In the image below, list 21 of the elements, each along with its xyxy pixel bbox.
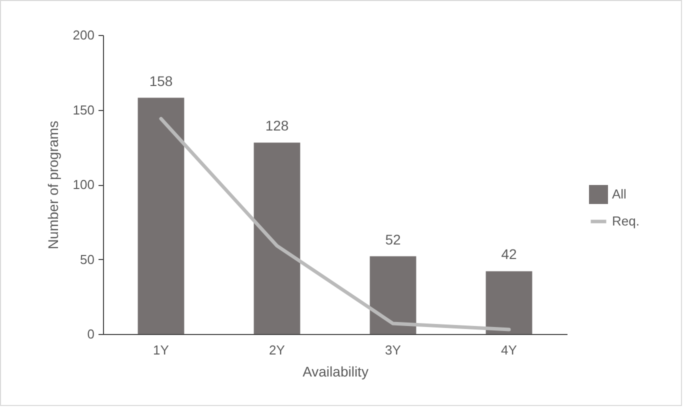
y-tick-label: 200 — [72, 28, 94, 42]
y-tick-label: 50 — [80, 252, 94, 267]
y-axis-title: Number of programs — [44, 120, 61, 250]
data-label: 128 — [265, 118, 289, 134]
bar — [370, 256, 416, 334]
x-axis-title: Availability — [302, 364, 368, 380]
data-label: 42 — [501, 246, 517, 262]
x-tick-label: 3Y — [385, 342, 402, 358]
y-tick-label: 0 — [87, 326, 94, 342]
legend-label: All — [612, 186, 627, 202]
legend-label: Req. — [612, 214, 640, 228]
bar — [486, 271, 532, 334]
bar — [138, 98, 184, 334]
bar — [254, 142, 300, 334]
x-tick-label: 1Y — [153, 342, 170, 358]
y-tick-label: 100 — [72, 177, 94, 192]
data-label: 158 — [149, 72, 173, 89]
x-tick-label: 4Y — [501, 342, 518, 358]
x-tick-label: 2Y — [269, 342, 286, 358]
data-label: 52 — [385, 231, 401, 248]
y-tick-label: 150 — [72, 102, 94, 118]
